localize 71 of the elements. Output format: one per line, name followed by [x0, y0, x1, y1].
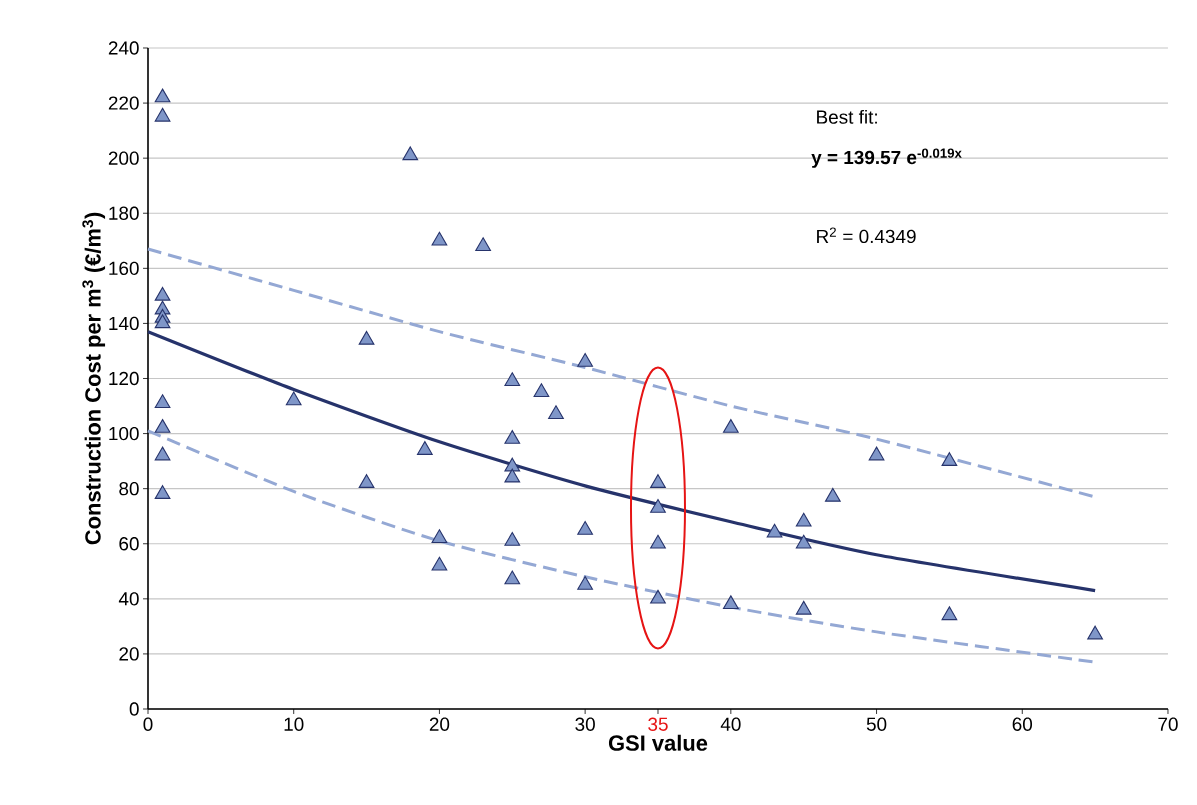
y-tick-label: 240 — [108, 41, 139, 55]
point — [824, 487, 841, 502]
point — [431, 231, 448, 246]
x-tick-label: 70 — [1158, 717, 1178, 731]
point — [154, 286, 171, 301]
point — [650, 534, 666, 549]
point — [154, 485, 171, 499]
point — [650, 498, 666, 513]
x-tick-label: 20 — [429, 717, 450, 731]
annotation: y = 139.57 e$^{-0.019x}$ — [811, 148, 962, 168]
y-tick-label: 60 — [119, 537, 139, 551]
point — [475, 237, 492, 252]
y-tick-label: 140 — [109, 316, 139, 331]
point — [766, 523, 783, 538]
point — [868, 446, 885, 461]
point — [504, 468, 521, 483]
y-tick-label: 120 — [109, 371, 139, 386]
point — [154, 107, 171, 122]
y-tick-label: 200 — [108, 151, 139, 165]
point — [722, 419, 739, 433]
x-tick-label: 30 — [575, 717, 595, 731]
y-tick-label: 180 — [109, 206, 139, 220]
point — [285, 391, 302, 406]
point — [504, 457, 521, 472]
point — [154, 419, 171, 433]
point — [1087, 625, 1103, 640]
point — [795, 534, 812, 549]
point — [416, 441, 433, 455]
y-tick-label: 220 — [108, 96, 139, 110]
point — [650, 589, 666, 604]
point — [431, 556, 448, 571]
point — [941, 606, 958, 621]
point — [431, 529, 448, 544]
annotation: R$^{2}$ = 0.4349 — [817, 227, 916, 244]
point — [504, 430, 521, 444]
point — [650, 474, 666, 488]
point — [154, 314, 171, 329]
point — [941, 452, 958, 466]
point — [358, 330, 375, 345]
point — [402, 146, 419, 161]
point — [504, 570, 521, 585]
point — [722, 595, 739, 610]
point — [154, 394, 171, 409]
point — [504, 531, 521, 546]
x-tick-label: 50 — [866, 717, 887, 731]
x-axis-title: GSI value — [608, 734, 708, 751]
x-tick-label: 40 — [720, 717, 741, 731]
point — [795, 512, 812, 527]
x-tick-label: 60 — [1012, 717, 1033, 731]
point — [154, 446, 171, 461]
y-tick-label: 80 — [119, 481, 139, 496]
point — [358, 474, 375, 488]
y-tick-label: 160 — [109, 261, 139, 276]
point — [577, 520, 594, 535]
x-tick-label: 10 — [284, 717, 304, 731]
x-tick-label: 0 — [143, 717, 153, 731]
point — [533, 383, 550, 398]
point — [548, 405, 564, 420]
y-tick-label: 40 — [118, 592, 139, 606]
annotation: Best fit: — [817, 109, 877, 124]
point — [577, 576, 594, 590]
point — [577, 352, 594, 367]
y-tick-label: 100 — [109, 426, 139, 441]
point — [154, 88, 171, 103]
y-axis-title: Construction Cost per m$^{3}$ (€/m$^{3}$) — [82, 212, 106, 545]
point — [504, 372, 521, 387]
x-tick-label: 35 — [648, 717, 668, 731]
line-series — [146, 330, 1097, 593]
point — [795, 600, 812, 615]
y-tick-label: 0 — [129, 702, 139, 716]
y-tick-label: 20 — [119, 647, 139, 661]
